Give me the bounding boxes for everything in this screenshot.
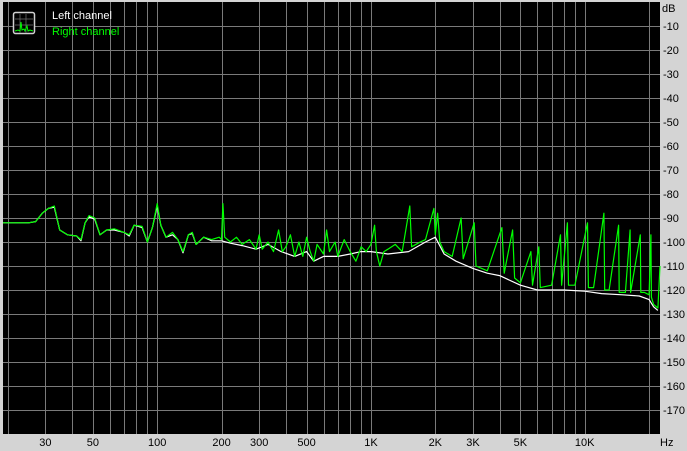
x-tick-label: 30: [39, 437, 51, 449]
x-tick-label: 5K: [514, 437, 528, 449]
x-axis-labels: Hz 30 50 100 200 300 500 1K 2K 3K 5K 10K: [39, 437, 673, 449]
x-tick-label: 3K: [466, 437, 480, 449]
y-tick-label: -40: [663, 93, 679, 105]
y-tick-label: -130: [663, 309, 685, 321]
y-tick-label: -20: [663, 45, 679, 57]
y-axis-labels: dB -10 -20 -30 -40 -50 -60 -70 -80 -90 -100 -110 -1…: [662, 3, 685, 417]
y-tick-label: -10: [663, 21, 679, 33]
x-axis-unit: Hz: [660, 437, 673, 449]
x-tick-label: 100: [148, 437, 166, 449]
x-tick-label: 1K: [364, 437, 378, 449]
x-tick-label: 300: [250, 437, 268, 449]
series-lines: [3, 203, 661, 311]
y-tick-label: -110: [663, 261, 684, 273]
x-tick-label: 50: [87, 437, 99, 449]
y-tick-label: -90: [663, 213, 679, 225]
y-tick-label: -120: [663, 285, 685, 297]
x-tick-label: 200: [212, 437, 230, 449]
y-tick-label: -60: [663, 141, 679, 153]
legend-spectrum-icon: [12, 11, 36, 35]
x-tick-label: 500: [297, 437, 315, 449]
y-tick-label: -100: [663, 237, 685, 249]
legend-left-channel: Left channel: [52, 10, 112, 22]
y-tick-label: -160: [663, 381, 685, 393]
y-tick-label: -50: [663, 117, 679, 129]
x-tick-label: 2K: [429, 437, 443, 449]
y-tick-label: -80: [663, 189, 679, 201]
y-axis-unit: dB: [662, 3, 675, 15]
y-tick-label: -70: [663, 165, 679, 177]
y-tick-label: -30: [663, 69, 679, 81]
legend-right-channel: Right channel: [52, 26, 119, 38]
legend: Left channel Right channel: [12, 10, 119, 38]
y-tick-label: -170: [663, 405, 685, 417]
right-channel-line: [3, 203, 661, 309]
x-tick-label: 10K: [575, 437, 595, 449]
y-tick-label: -140: [663, 333, 685, 345]
y-tick-label: -150: [663, 357, 685, 369]
